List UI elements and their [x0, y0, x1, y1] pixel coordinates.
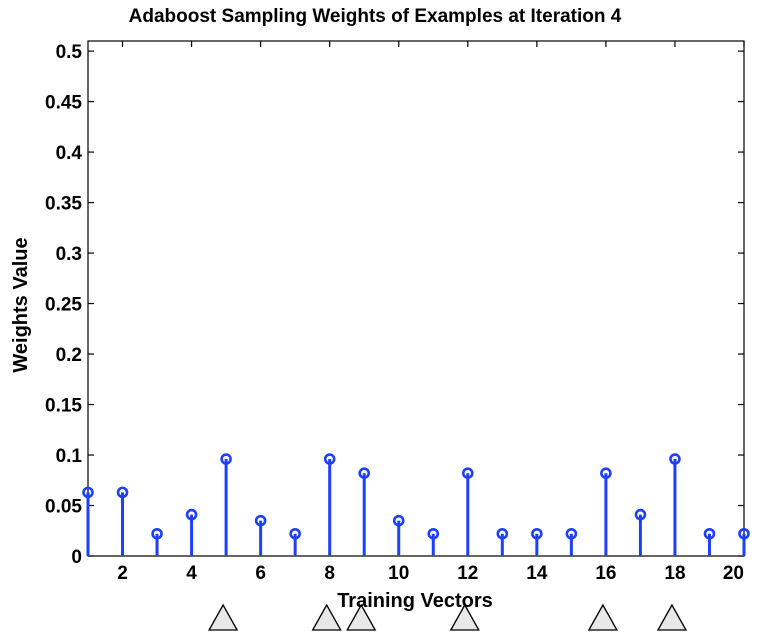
y-tick-label: 0.4 [56, 143, 83, 164]
stem-marker [289, 527, 301, 540]
stem-marker [358, 467, 371, 479]
stem-marker [151, 527, 163, 540]
y-tick-label: 0.15 [45, 396, 82, 417]
y-tick-label: 0.05 [45, 497, 82, 518]
stem-marker [496, 527, 509, 540]
triangle-marker [656, 603, 688, 631]
stem-marker [634, 508, 647, 521]
stem-marker [427, 527, 440, 540]
y-tick-label: 0.25 [45, 295, 82, 316]
stem-marker [323, 453, 336, 465]
y-axis: 0 0.05 0.1 0.15 0.2 0.25 0.3 0.35 0.4 0.45 0.5 [45, 42, 744, 568]
y-tick-label: 0.3 [56, 244, 82, 265]
x-tick-label: 10 [388, 563, 409, 584]
triangle-marker [587, 603, 619, 631]
x-tick-label: 2 [117, 563, 128, 584]
stem-marker [254, 514, 267, 527]
stem-series [82, 453, 750, 556]
stem-marker [600, 467, 612, 479]
x-tick-label: 8 [324, 563, 335, 584]
stem-marker [82, 486, 94, 499]
x-tick-label: 6 [255, 563, 266, 584]
y-tick-label: 0.5 [56, 42, 83, 63]
stem-marker [703, 527, 716, 540]
stem-marker [116, 486, 129, 499]
x-tick-label: 14 [526, 563, 548, 584]
y-tick-label: 0.1 [56, 446, 83, 467]
y-axis-label: Weights Value [10, 237, 32, 372]
x-tick-label: 12 [457, 563, 478, 584]
y-tick-label: 0.35 [45, 194, 82, 215]
y-tick-label: 0.2 [56, 345, 82, 366]
triangle-marker [346, 603, 377, 631]
x-axis: 2 4 6 8 10 12 14 16 18 20 [117, 41, 745, 584]
plot-frame [87, 40, 745, 557]
triangle-marker [207, 603, 239, 631]
triangle-marker [311, 603, 342, 631]
stem-marker [220, 453, 232, 465]
x-axis-label: Training Vectors [337, 590, 493, 612]
stem-marker [565, 527, 578, 540]
triangle-marker [449, 603, 480, 631]
stem-marker [461, 467, 474, 479]
y-tick-label: 0 [71, 547, 82, 568]
chart-title: Adaboost Sampling Weights of Examples at… [129, 6, 622, 27]
y-tick-label: 0.45 [45, 93, 82, 114]
triangle-markers [207, 603, 688, 631]
stem-marker [669, 453, 681, 465]
x-tick-label: 18 [664, 563, 685, 584]
stem-marker [185, 508, 198, 521]
stem-marker [392, 514, 405, 527]
x-tick-label: 16 [595, 563, 616, 584]
stem-marker [738, 527, 750, 540]
x-tick-label: 20 [723, 563, 744, 584]
stem-marker [531, 527, 543, 540]
x-tick-label: 4 [186, 563, 197, 584]
